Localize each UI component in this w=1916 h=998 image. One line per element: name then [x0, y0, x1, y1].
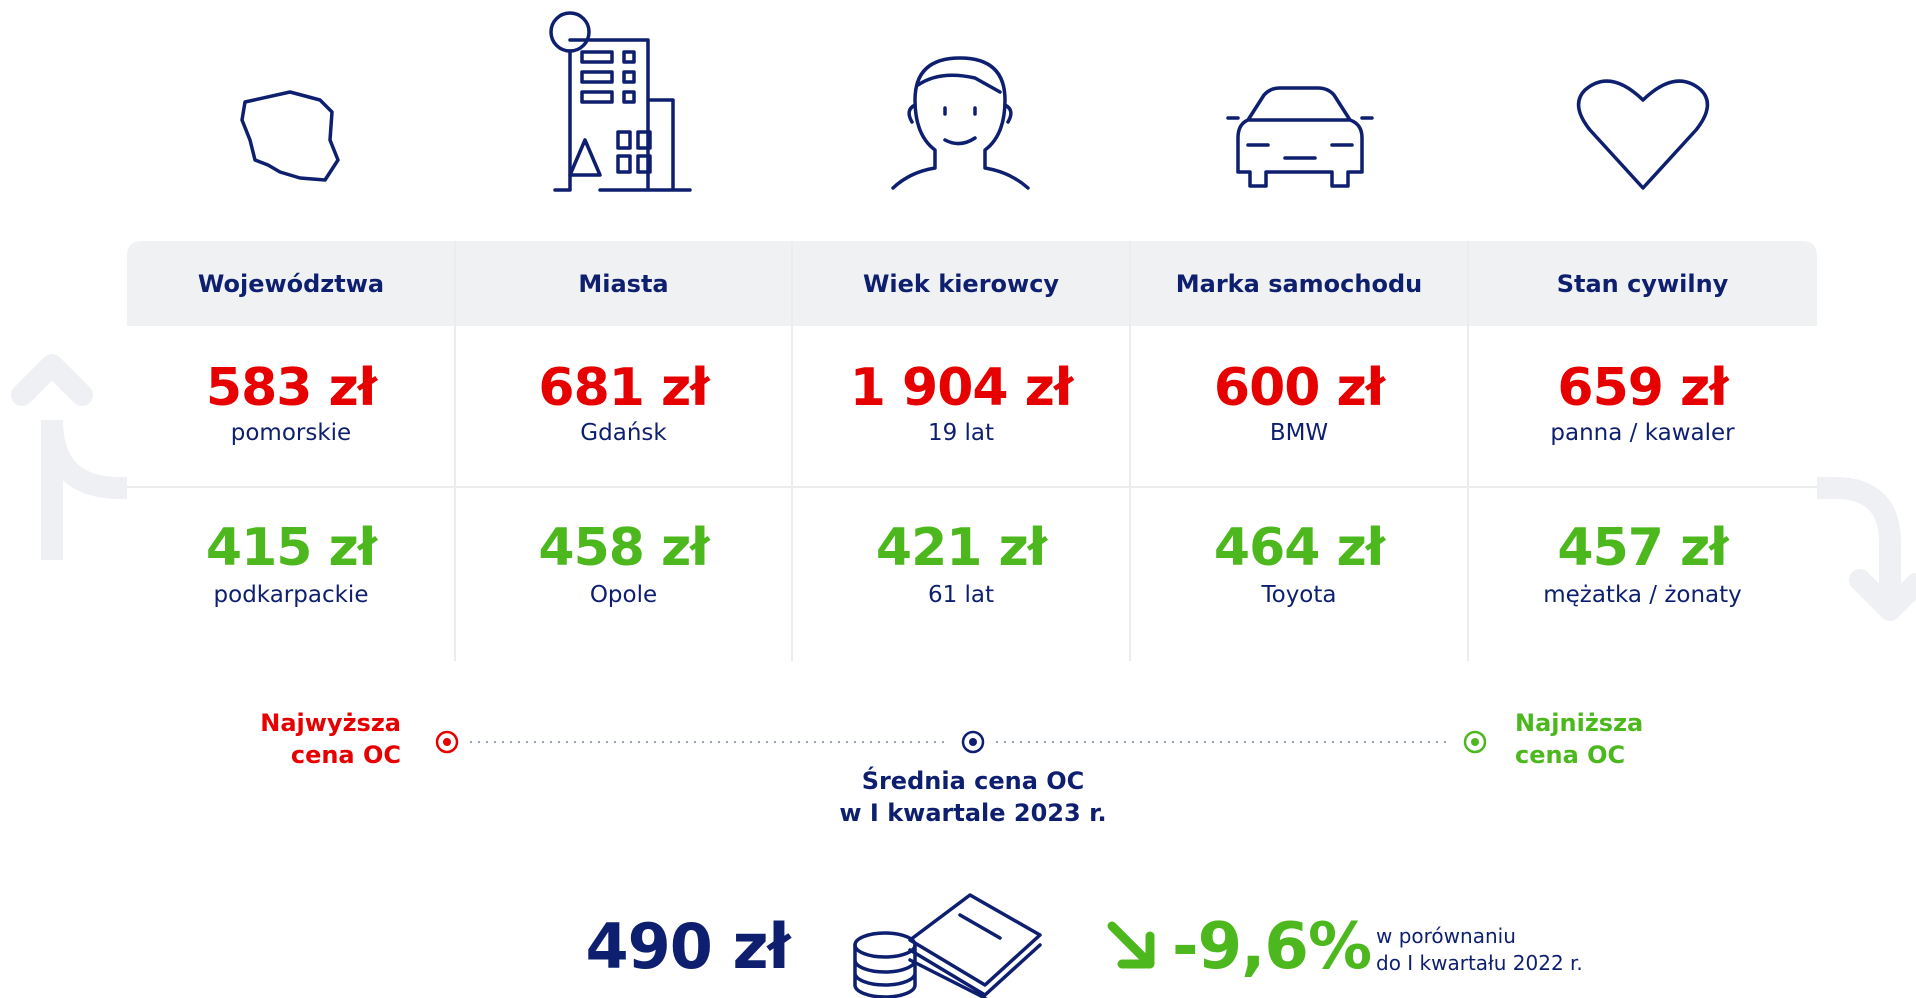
legend-line: cena OC [1515, 741, 1626, 769]
highest-label: pomorskie [230, 420, 352, 446]
lowest-label: Opole [589, 582, 658, 608]
icon-heart [1576, 79, 1710, 190]
highest-price: 659 zł [1557, 358, 1728, 418]
legend-line: Średnia cena OC [861, 767, 1085, 795]
legend-line: cena OC [290, 741, 401, 769]
legend-line: Najwyższa [260, 709, 401, 737]
decrease-arrow [1107, 921, 1155, 969]
note-line: do I kwartału 2022 r. [1376, 951, 1583, 975]
column-divider [1467, 241, 1469, 661]
dot-average-core [969, 738, 977, 746]
dot-high [435, 730, 459, 754]
change-note: w porównaniu do I kwartału 2022 r. [1376, 923, 1583, 977]
icon-car [1226, 86, 1374, 188]
legend-line: Najniższa [1515, 709, 1644, 737]
column-divider [1129, 241, 1131, 661]
highest-label: Gdańsk [580, 420, 667, 446]
column-header: Miasta [578, 269, 669, 298]
highest-price: 583 zł [205, 358, 377, 418]
average-price: 490 zł [585, 910, 790, 983]
highest-price: 681 zł [538, 358, 709, 418]
lowest-price: 457 zł [1557, 518, 1728, 578]
highest-label: panna / kawaler [1550, 420, 1735, 446]
lowest-label: Toyota [1261, 582, 1337, 608]
legend-low: Najniższa cena OC [1515, 707, 1643, 771]
icon-building [553, 38, 692, 192]
arrow-head-up [11, 354, 93, 406]
highest-label: 19 lat [927, 420, 995, 446]
flow-band [41, 419, 1901, 600]
column-header: Stan cywilny [1556, 269, 1729, 298]
column-header: Wiek kierowcy [862, 269, 1060, 298]
legend-high: Najwyższa cena OC [260, 707, 401, 771]
lowest-price: 464 zł [1213, 518, 1385, 578]
lowest-price: 421 zł [875, 518, 1047, 578]
dot-average [961, 730, 985, 754]
icon-driver [891, 56, 1030, 190]
legend-line: w I kwartale 2023 r. [839, 799, 1107, 827]
lowest-price: 458 zł [538, 518, 709, 578]
icon-sun [549, 11, 591, 53]
lowest-label: podkarpackie [213, 582, 369, 608]
note-line: w porównaniu [1376, 924, 1516, 948]
highest-price: 600 zł [1213, 358, 1385, 418]
dot-low [1463, 730, 1487, 754]
lowest-label: mężatka / żonaty [1543, 582, 1742, 608]
icons [240, 11, 1710, 998]
lowest-price: 415 zł [205, 518, 377, 578]
dot-low-core [1471, 738, 1479, 746]
highest-label: BMW [1269, 420, 1329, 446]
icon-windows [568, 50, 652, 177]
icon-coin-stack [853, 943, 917, 998]
highest-price: 1 904 zł [849, 358, 1074, 418]
column-divider [791, 241, 793, 661]
icon-coin [853, 931, 917, 959]
column-header: Województwa [197, 269, 385, 298]
column-divider [454, 241, 456, 661]
legend-average: Średnia cena OC w I kwartale 2023 r. [773, 765, 1173, 829]
icon-banknotes [908, 893, 1042, 998]
icon-poland [240, 90, 340, 182]
lowest-label: 61 lat [927, 582, 995, 608]
table-header-bg [127, 241, 1817, 326]
dot-high-core [443, 738, 451, 746]
change: -9,6% [1172, 910, 1372, 984]
arrow-head-down [1849, 569, 1916, 621]
column-header: Marka samochodu [1175, 269, 1423, 298]
